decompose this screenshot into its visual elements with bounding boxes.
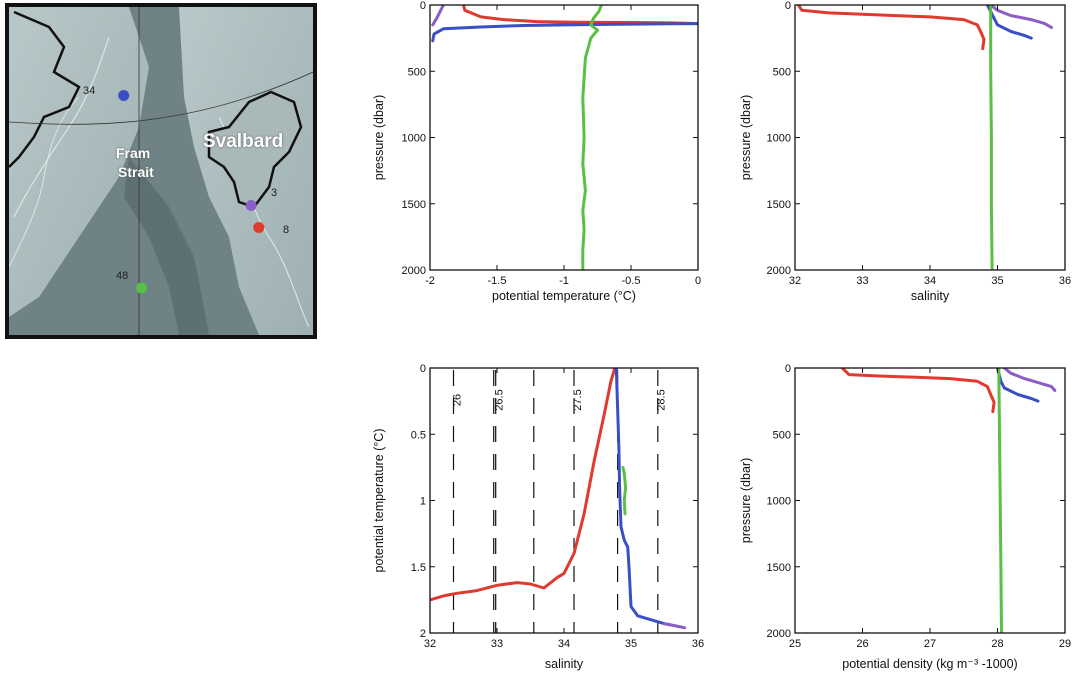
- series-line: [796, 5, 986, 51]
- series-line: [997, 368, 1003, 633]
- series-line: [614, 368, 673, 627]
- y-tick-label: 500: [773, 66, 791, 78]
- plot-frame: [794, 4, 1066, 271]
- y-tick-label: 0.5: [411, 429, 426, 441]
- x-axis-title: potential temperature (°C): [492, 289, 636, 303]
- series-line: [430, 368, 617, 602]
- x-tick-label: 32: [424, 638, 436, 650]
- station-label-8: 8: [283, 224, 290, 236]
- y-tick-label: 1: [420, 496, 426, 508]
- y-axis-title: pressure (dbar): [372, 95, 386, 180]
- x-tick-label: 35: [991, 275, 1003, 287]
- series-line: [663, 622, 687, 630]
- series-line: [431, 5, 445, 27]
- depth-contour-west: [13, 36, 110, 218]
- x-tick-label: 26: [856, 638, 868, 650]
- x-tick-label: 34: [558, 638, 570, 650]
- y-tick-label: 2000: [767, 628, 791, 640]
- y-tick-label: 0: [785, 363, 791, 375]
- x-tick-label: -0.5: [622, 275, 641, 287]
- station-marker-48: [136, 282, 148, 294]
- x-tick-label: 35: [625, 638, 637, 650]
- x-axis-title: salinity: [545, 657, 584, 671]
- series-line: [431, 22, 698, 43]
- y-tick-label: 1000: [402, 133, 426, 145]
- station-label-3: 3: [271, 187, 278, 199]
- y-tick-label: 500: [773, 429, 791, 441]
- x-tick-label: -1.5: [488, 275, 507, 287]
- chart-panel-2: 32 33 34 35 36 0 500 1000 1500 2000 salinity pressu…: [739, 0, 1071, 303]
- y-tick-label: 1500: [402, 199, 426, 211]
- series-line: [996, 368, 1040, 403]
- series-line: [840, 368, 996, 414]
- y-axis-title: potential temperature (°C): [372, 429, 386, 573]
- y-axis-title: pressure (dbar): [739, 458, 753, 543]
- y-tick-label: 1000: [767, 133, 791, 145]
- series-line: [462, 5, 698, 26]
- x-tick-label: 25: [789, 638, 801, 650]
- x-tick-label: 33: [491, 638, 503, 650]
- depth-contour-far-west: [9, 96, 80, 268]
- series-line: [989, 5, 1053, 29]
- station-marker-34: [118, 90, 130, 101]
- x-tick-label: 29: [1059, 638, 1071, 650]
- x-tick-label: 28: [991, 638, 1003, 650]
- y-tick-label: 1500: [767, 562, 791, 574]
- plot-frame: [429, 4, 699, 271]
- y-tick-label: 2000: [767, 265, 791, 277]
- chart-panel-3: 26 26.5 27.5 28.5 32 33 34 35 36 0 0.5 1 1.5 2 salinit…: [372, 363, 704, 671]
- station-marker-3: [245, 200, 257, 211]
- x-tick-label: 34: [924, 275, 936, 287]
- x-tick-label: 36: [1059, 275, 1071, 287]
- x-tick-label: 33: [856, 275, 868, 287]
- chart-panel-1: -2 -1.5 -1 -0.5 0 0 500 1000 1500 2000 potential t…: [372, 0, 701, 303]
- y-tick-label: 1000: [767, 496, 791, 508]
- x-tick-label: 32: [789, 275, 801, 287]
- x-axis-title: potential density (kg m⁻³ -1000): [842, 657, 1017, 671]
- isopycnal-label: 26.5: [494, 389, 506, 410]
- x-tick-label: 27: [924, 638, 936, 650]
- y-tick-label: 2: [420, 628, 426, 640]
- y-tick-label: 0: [420, 0, 426, 12]
- x-axis-title: salinity: [911, 289, 950, 303]
- series-line: [985, 5, 1033, 40]
- x-tick-label: 0: [695, 275, 701, 287]
- y-tick-label: 0: [785, 0, 791, 12]
- station-label-48: 48: [116, 270, 129, 282]
- x-tick-label: -2: [425, 275, 435, 287]
- y-axis-title: pressure (dbar): [739, 95, 753, 180]
- series-line: [581, 5, 603, 270]
- series-line: [1002, 368, 1057, 392]
- station-marker-8: [253, 222, 265, 233]
- map-panel: Svalbard Fram Strait 34 3 8 48: [5, 3, 317, 339]
- greenland-coastline: [9, 10, 81, 168]
- y-tick-label: 500: [408, 66, 426, 78]
- bathymetry-map: [9, 7, 313, 335]
- x-tick-label: 36: [692, 638, 704, 650]
- series-line: [989, 5, 994, 270]
- map-label-strait: Strait: [118, 164, 154, 180]
- svalbard-coastline: [207, 90, 303, 209]
- plot-frame: [794, 367, 1066, 634]
- isopycnal-label: 28.5: [656, 389, 668, 410]
- chart-panel-4: 25 26 27 28 29 0 500 1000 1500 2000 potential dens…: [739, 363, 1071, 671]
- isopycnal-label: 26: [451, 394, 463, 406]
- y-tick-label: 1500: [767, 199, 791, 211]
- y-tick-label: 2000: [402, 265, 426, 277]
- latitude-line: [9, 71, 313, 125]
- greenland-shelf: [9, 7, 149, 317]
- isopycnal-label: 27.5: [572, 389, 584, 410]
- map-label-svalbard: Svalbard: [203, 131, 284, 152]
- y-tick-label: 0: [420, 363, 426, 375]
- y-tick-label: 1.5: [411, 562, 426, 574]
- x-tick-label: -1: [559, 275, 569, 287]
- station-label-34: 34: [83, 85, 96, 97]
- map-label-fram: Fram: [116, 145, 151, 161]
- series-line: [621, 465, 628, 516]
- ridge-relief: [124, 157, 209, 335]
